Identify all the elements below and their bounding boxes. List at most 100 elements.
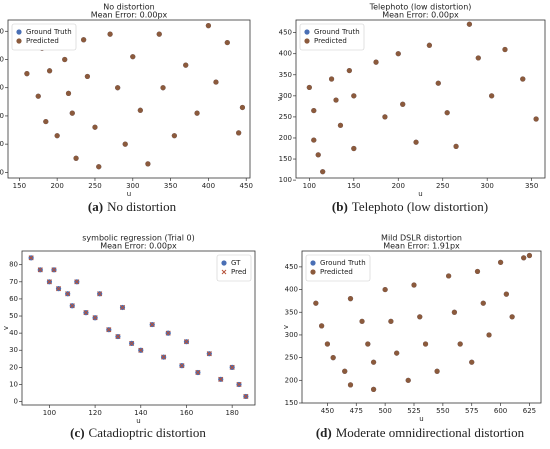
point	[457, 341, 463, 347]
y-tick-label: 350	[285, 308, 298, 316]
point	[115, 85, 121, 91]
point	[400, 101, 406, 107]
point	[351, 93, 357, 99]
point	[179, 363, 185, 369]
legend-box	[305, 254, 371, 282]
caption-label: (c)	[70, 425, 84, 440]
caption-label: (b)	[332, 199, 348, 214]
caption-text: Moderate omnidirectional distortion	[336, 425, 525, 440]
point	[486, 332, 492, 338]
point	[137, 107, 143, 113]
point	[24, 71, 30, 77]
point	[426, 42, 432, 48]
point	[373, 59, 379, 65]
point	[417, 314, 423, 320]
point	[183, 339, 190, 345]
point	[444, 110, 450, 116]
point	[475, 55, 481, 61]
legend-label: Ground Truth	[314, 28, 360, 36]
y-tick-label: 80	[9, 261, 18, 269]
legend-label: Pred	[231, 268, 247, 276]
caption-text: No distortion	[107, 199, 176, 214]
point	[370, 359, 377, 365]
x-tick-label: 400	[202, 182, 215, 190]
y-tick-label: 70	[9, 278, 18, 286]
x-tick-label: 450	[321, 407, 334, 415]
point	[213, 79, 219, 85]
point	[43, 118, 49, 125]
y-tick-label: 30	[9, 346, 18, 354]
point	[69, 110, 75, 116]
chart-title: Telephoto (low distortion)	[369, 3, 472, 12]
y-tick-label: 40	[9, 329, 18, 337]
y-tick-label: 350	[0, 56, 4, 64]
point	[520, 76, 526, 82]
point	[62, 56, 68, 63]
point	[65, 291, 71, 297]
point	[395, 51, 401, 57]
point	[405, 377, 411, 383]
y-tick-label: 150	[279, 155, 292, 163]
x-tick-label: 450	[240, 182, 253, 190]
y-tick-label: 300	[0, 84, 4, 92]
caption: (c) Catadioptric distortion	[70, 425, 206, 440]
point	[469, 359, 475, 365]
point	[435, 80, 441, 86]
point	[55, 286, 62, 292]
point	[236, 381, 242, 388]
y-tick-label: 0	[14, 398, 18, 406]
legend-marker	[310, 260, 316, 266]
point	[37, 267, 43, 273]
point	[149, 322, 155, 328]
x-tick-label: 140	[134, 409, 147, 417]
point	[46, 68, 53, 74]
x-axis-label: u	[419, 415, 423, 423]
point	[382, 286, 388, 293]
point	[422, 341, 429, 347]
x-axis-label: u	[136, 417, 140, 425]
point	[489, 93, 495, 99]
y-axis-label: v	[2, 326, 10, 330]
panel: Telephoto (low distortion)Mean Error: 0.…	[276, 3, 546, 214]
x-tick-label: 250	[436, 182, 449, 190]
legend-box	[11, 23, 77, 51]
legend-box	[299, 23, 365, 51]
point	[359, 318, 365, 324]
point	[156, 31, 162, 37]
point	[183, 62, 189, 68]
point	[138, 347, 144, 353]
point	[434, 368, 440, 374]
point	[107, 31, 113, 37]
caption: (b) Telephoto (low distortion)	[332, 199, 488, 214]
x-tick-label: 600	[494, 407, 507, 415]
y-tick-label: 350	[279, 71, 292, 79]
point	[324, 341, 331, 347]
point	[206, 351, 212, 357]
point	[328, 76, 335, 82]
caption: (a) No distortion	[88, 199, 177, 214]
legend-label: Predicted	[314, 37, 347, 45]
x-tick-label: 550	[436, 407, 449, 415]
point	[351, 145, 357, 152]
y-tick-label: 150	[285, 399, 298, 407]
x-tick-label: 100	[43, 409, 56, 417]
y-tick-label: 200	[279, 134, 292, 142]
y-tick-label: 200	[285, 376, 298, 384]
point	[115, 334, 121, 340]
point	[92, 124, 98, 130]
y-tick-label: 400	[285, 286, 298, 294]
point	[195, 369, 201, 376]
y-tick-label: 250	[0, 112, 4, 120]
caption-text: Telephoto (low distortion)	[352, 199, 488, 214]
x-axis-label: u	[418, 190, 422, 198]
caption-text: Catadioptric distortion	[89, 425, 207, 440]
chart-title: No distortion	[103, 3, 155, 12]
point	[130, 54, 136, 60]
y-tick-label: 150	[0, 168, 4, 176]
point	[394, 350, 400, 356]
point	[35, 93, 41, 99]
point	[388, 318, 394, 324]
point	[84, 73, 91, 80]
legend-marker	[304, 38, 310, 44]
